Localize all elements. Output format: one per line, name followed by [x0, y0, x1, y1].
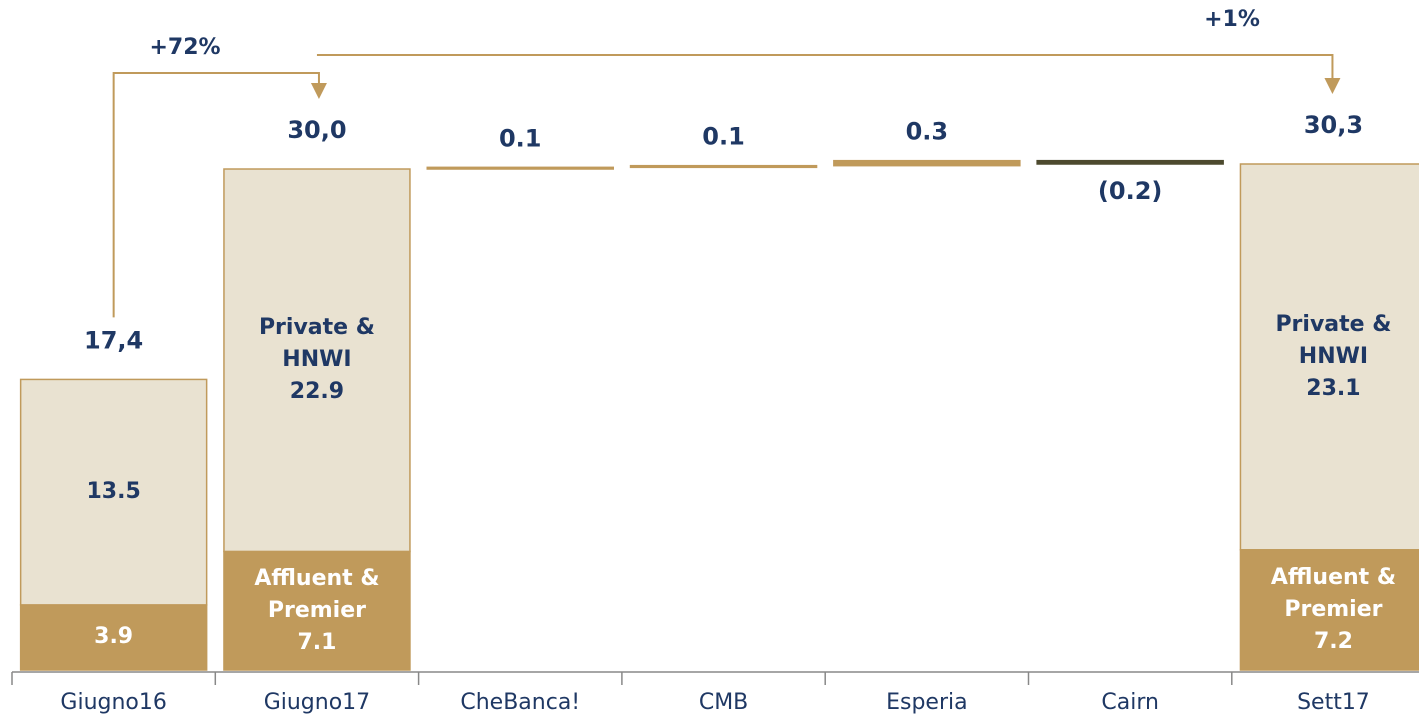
- bar-segment: [19, 604, 208, 671]
- x-tick-label: CMB: [699, 690, 748, 715]
- connector: [112, 72, 320, 318]
- arrow-head: [1324, 78, 1341, 94]
- segment-label: Private & HNWI 23.1: [1240, 164, 1419, 550]
- delta-label: 0.1: [702, 123, 745, 151]
- segment-value: 7.2: [1313, 628, 1353, 654]
- delta-label: 0.1: [499, 124, 542, 152]
- bar-segment: [19, 378, 208, 606]
- x-tick-label: Giugno17: [264, 690, 370, 715]
- x-tick-label: Esperia: [886, 690, 968, 715]
- segment-value: 23.1: [1306, 375, 1361, 401]
- delta-bar: [629, 164, 818, 169]
- delta-bar: [1036, 159, 1224, 165]
- annotation: +1%: [1204, 7, 1260, 32]
- total-label: 30,3: [1304, 111, 1363, 139]
- segment-name: Affluent & Premier: [254, 565, 380, 623]
- segment-value: 7.1: [297, 629, 337, 655]
- segment-label: 13.5: [21, 379, 207, 604]
- arrow-head: [310, 83, 327, 100]
- segment-name: Private & HNWI: [1275, 311, 1392, 369]
- annotation: +72%: [149, 35, 220, 60]
- segment-label: Affluent & Premier 7.2: [1240, 550, 1419, 670]
- segment-label: Affluent & Premier 7.1: [224, 551, 410, 670]
- segment-value: 22.9: [289, 379, 345, 405]
- x-tick-label: CheBanca!: [460, 690, 580, 715]
- total-label: 30,0: [287, 116, 346, 144]
- delta-label: (0.2): [1098, 177, 1162, 205]
- segment-label: Private & HNWI 22.9: [224, 169, 410, 551]
- segment-label: 3.9: [21, 605, 207, 670]
- segment-value: 3.9: [94, 624, 134, 650]
- total-label: 17,4: [84, 326, 143, 354]
- segment-name: Private & HNWI: [258, 315, 375, 373]
- bar-segment: [223, 550, 411, 671]
- connector: [316, 54, 1334, 80]
- delta-bar: [833, 159, 1021, 167]
- bar-segment: [223, 168, 411, 553]
- segment-value: 13.5: [86, 479, 141, 505]
- segment-name: Affluent & Premier: [1270, 564, 1397, 622]
- bar-segment: [1239, 163, 1419, 551]
- x-tick-label: Cairn: [1101, 690, 1159, 715]
- x-tick-label: Sett17: [1297, 690, 1370, 715]
- delta-label: 0.3: [906, 118, 949, 146]
- delta-bar: [426, 166, 614, 170]
- x-tick-label: Giugno16: [60, 690, 166, 715]
